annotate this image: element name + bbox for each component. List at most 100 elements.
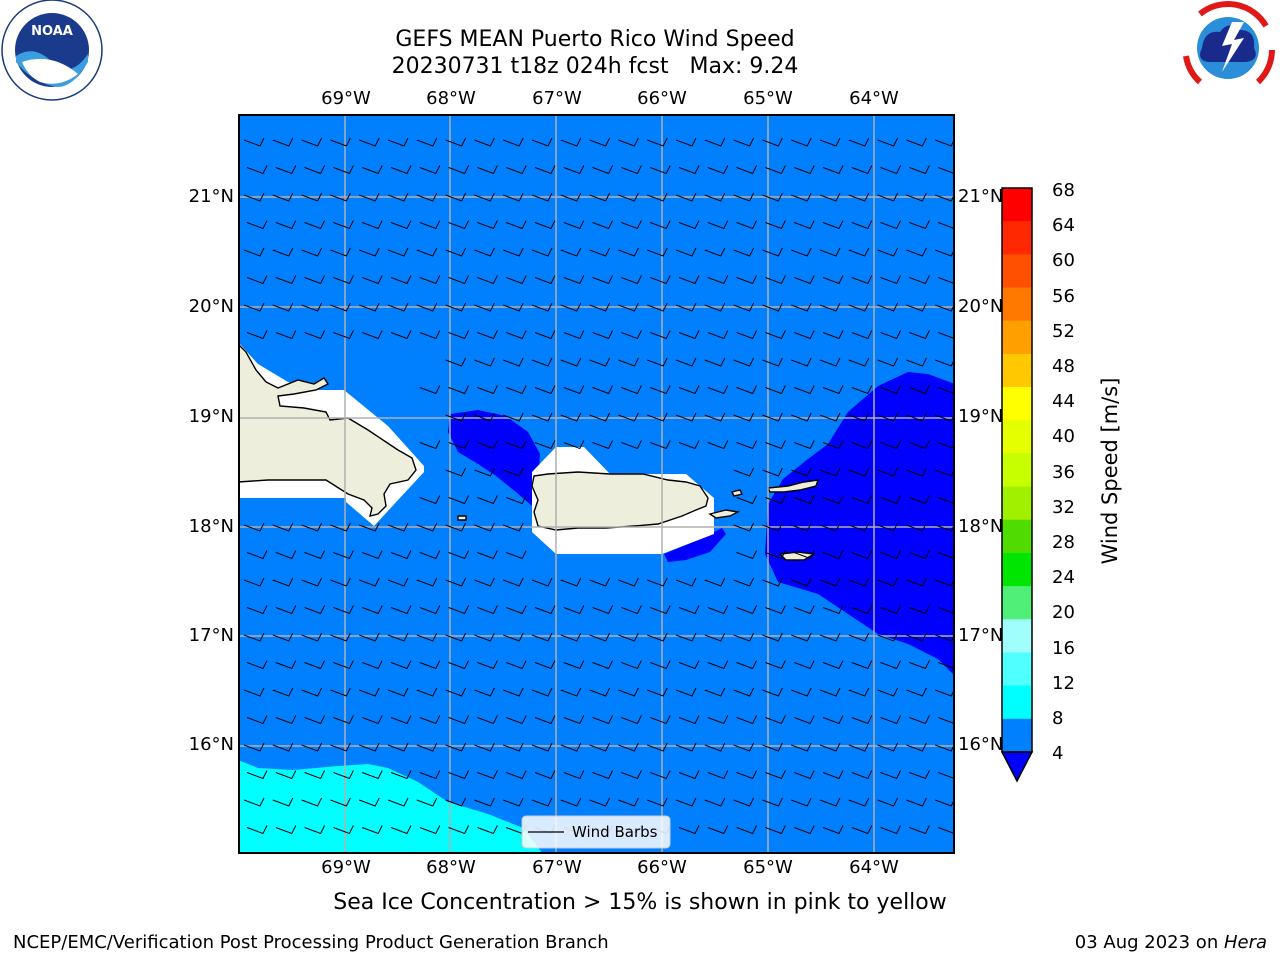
- wind-barb: [416, 192, 438, 202]
- wind-barb: [390, 220, 412, 230]
- wind-barb: [848, 632, 870, 642]
- wind-barb: [445, 797, 467, 807]
- wind-barb: [877, 357, 899, 367]
- wind-barb: [531, 192, 553, 202]
- wind-barb: [906, 247, 927, 257]
- wind-barb: [330, 797, 351, 807]
- wind-barb: [589, 632, 611, 642]
- wind-barb: [762, 192, 783, 202]
- wind-barb: [333, 550, 354, 560]
- wind-barb: [675, 247, 697, 257]
- wind-barb: [822, 550, 844, 560]
- wind-barb: [503, 577, 524, 587]
- wind-barb: [794, 495, 815, 505]
- wind-barb: [477, 495, 498, 505]
- wind-barb: [445, 137, 467, 147]
- wind-barb: [704, 137, 726, 147]
- wind-barb: [531, 577, 553, 587]
- wind-barb: [851, 440, 873, 450]
- wind-barb: [909, 495, 930, 505]
- wind-barb: [534, 220, 556, 230]
- wind-barb: [560, 302, 582, 312]
- wind-barb: [506, 550, 527, 560]
- wind-barb: [791, 357, 812, 367]
- wind-barb: [678, 660, 700, 670]
- wind-barb: [880, 825, 902, 835]
- wind-barb: [330, 302, 351, 312]
- wind-barb: [304, 165, 326, 175]
- wind-barb: [506, 770, 527, 780]
- wind-barb: [477, 330, 498, 340]
- wind-barb: [678, 220, 700, 230]
- wind-barb: [618, 302, 639, 312]
- land-hispaniola: [238, 343, 417, 517]
- wind-barb: [246, 165, 268, 175]
- wind-barb: [851, 330, 873, 340]
- wind-barb: [474, 357, 495, 367]
- wind-barb: [880, 165, 902, 175]
- wind-barb: [445, 247, 467, 257]
- wind-barb: [531, 247, 553, 257]
- wind-barb: [618, 687, 639, 697]
- wind-barb: [243, 137, 265, 147]
- wind-barb: [589, 247, 611, 257]
- wind-barb: [419, 385, 441, 395]
- wind-barb: [909, 165, 930, 175]
- wind-barb: [477, 275, 498, 285]
- wind-barb: [851, 770, 873, 780]
- wind-barb: [419, 165, 441, 175]
- wind-barb: [330, 687, 351, 697]
- footer-date-text: 03 Aug 2023 on: [1074, 932, 1224, 953]
- wind-barb: [822, 220, 844, 230]
- wind-barb: [647, 687, 668, 697]
- wind-barb: [707, 275, 729, 285]
- wind-barb: [877, 687, 899, 697]
- wind-barb: [621, 605, 642, 615]
- wind-barb: [503, 137, 524, 147]
- wind-barb: [765, 825, 786, 835]
- wind-barb: [589, 137, 611, 147]
- wind-barb: [477, 385, 498, 395]
- wind-barb: [733, 742, 755, 752]
- wind-barb: [390, 330, 412, 340]
- wind-barb: [390, 165, 412, 175]
- wind-barb: [243, 247, 265, 257]
- wind-barb: [736, 330, 758, 340]
- wind-barb: [851, 550, 873, 560]
- wind-barb: [880, 330, 902, 340]
- wind-barb: [390, 550, 412, 560]
- wind-barb: [592, 770, 614, 780]
- wind-barb: [909, 330, 930, 340]
- wind-barb: [736, 550, 758, 560]
- wind-barb: [765, 495, 786, 505]
- wind-barb: [650, 165, 671, 175]
- wind-barb: [704, 577, 726, 587]
- wind-barb: [362, 770, 383, 780]
- wind-barb: [304, 330, 326, 340]
- colorbar-segment: [1002, 586, 1032, 620]
- wind-barb: [272, 247, 294, 257]
- wind-barb: [678, 770, 700, 780]
- wind-barb: [359, 632, 380, 642]
- wind-barb: [531, 797, 553, 807]
- wind-barb: [503, 192, 524, 202]
- wind-barb: [563, 385, 585, 395]
- wind-barb: [275, 165, 297, 175]
- wind-barb: [618, 577, 639, 587]
- wind-barb: [419, 495, 441, 505]
- wind-barb: [794, 275, 815, 285]
- wind-barb: [851, 275, 873, 285]
- wind-barb: [650, 770, 671, 780]
- wind-barb: [301, 192, 323, 202]
- wind-barb: [275, 825, 297, 835]
- wind-barb: [819, 302, 841, 312]
- wind-barb: [707, 715, 729, 725]
- wind-barb: [819, 797, 841, 807]
- wind-barb: [503, 522, 524, 532]
- wind-barb: [243, 522, 265, 532]
- wind-barb: [563, 715, 585, 725]
- colorbar-tick: 16: [1052, 638, 1075, 659]
- wind-barb: [359, 137, 380, 147]
- wind-barb: [275, 330, 297, 340]
- wind-barb: [474, 522, 495, 532]
